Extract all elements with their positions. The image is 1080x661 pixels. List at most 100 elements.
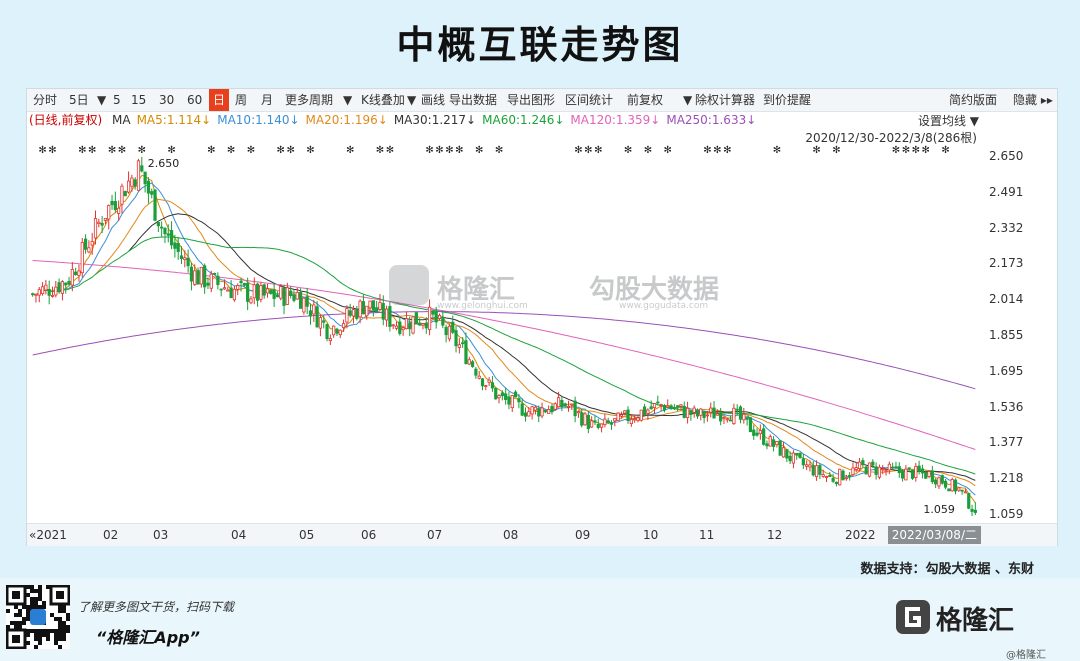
candle xyxy=(659,403,663,411)
signal-marker: ✻ xyxy=(455,145,463,156)
candle xyxy=(103,217,108,225)
signal-marker: ✻ xyxy=(108,145,116,156)
data-source-note: 数据支持：勾股大数据 、东财 xyxy=(860,562,1034,577)
candle xyxy=(289,286,293,299)
qr-code-icon[interactable] xyxy=(5,584,71,650)
ma-legend: (日线,前复权) MA MA5:1.114↓ MA10:1.140↓ MA20:1.1… xyxy=(29,111,762,129)
candle xyxy=(110,194,114,210)
toolbar-item-3[interactable]: 5 xyxy=(113,93,121,107)
candle xyxy=(765,440,769,450)
candle xyxy=(920,464,925,479)
candle xyxy=(629,414,633,427)
candle xyxy=(222,279,227,290)
toolbar-item-20[interactable]: 除权计算器 xyxy=(695,93,756,107)
toolbar-item-9[interactable]: 月 xyxy=(261,93,274,107)
set-ma-button[interactable]: 设置均线 ▼ xyxy=(917,114,979,128)
candle xyxy=(434,306,438,329)
x-tick-label: 02 xyxy=(103,528,119,542)
candle xyxy=(811,461,815,477)
candle xyxy=(504,387,508,405)
ma-legend-item-4: MA30:1.217↓ xyxy=(393,113,477,127)
candle xyxy=(907,467,911,473)
toolbar-item-2[interactable]: ▼ xyxy=(97,93,107,107)
toolbar-item-16[interactable]: 导出图形 xyxy=(507,93,556,107)
toolbar-item-6[interactable]: 60 xyxy=(187,93,203,107)
candle xyxy=(219,288,223,297)
candle xyxy=(570,403,574,411)
candle xyxy=(173,234,177,258)
signal-marker: ✻ xyxy=(425,145,433,156)
toolbar-item-14[interactable]: 画线 xyxy=(421,93,446,107)
candle xyxy=(500,390,504,401)
candle xyxy=(480,378,485,391)
candle xyxy=(490,376,495,392)
candle xyxy=(795,452,799,460)
x-tick-label: 11 xyxy=(699,528,715,542)
candle xyxy=(93,210,98,245)
candle xyxy=(517,393,521,409)
candle xyxy=(719,407,723,426)
candle xyxy=(318,315,323,337)
signal-marker: ✻ xyxy=(38,145,46,156)
candle xyxy=(666,399,670,408)
candle xyxy=(715,409,719,416)
candle xyxy=(669,404,673,410)
candle xyxy=(437,313,442,321)
y-tick-label: 2.650 xyxy=(989,149,1024,163)
brand-logo-handle: @格隆汇 xyxy=(1006,650,1046,661)
toolbar-item-5[interactable]: 30 xyxy=(159,93,175,107)
candle xyxy=(252,277,256,305)
toolbar-item-12[interactable]: K线叠加 xyxy=(361,93,405,107)
candle xyxy=(153,189,157,222)
candle xyxy=(179,246,184,265)
toolbar-item-0[interactable]: 分时 xyxy=(33,93,58,107)
signal-marker: ✻ xyxy=(88,145,96,156)
y-tick-label: 1.377 xyxy=(989,435,1024,450)
candlestick-chart[interactable]: ✻ ✻ ✻ ✻ ✻ ✻ ✻ ✻ ✻ ✻ ✻ ✻ ✻ ✻ ✻ ✻ ✻ ✻ ✻ ✻ ✻ ✻ ✻ ✻ ✻ ✻ ✻ ✻ ✻ ✻ ✻ ✻ ✻ ✻ ✻ ✻ ✻ ✻ ✻ ✻… xyxy=(27,129,1057,523)
signal-marker: ✻ xyxy=(812,145,820,156)
candle xyxy=(891,462,895,470)
toolbar-item-1[interactable]: 5日 xyxy=(69,93,89,107)
toolbar-item-7[interactable]: 日 xyxy=(209,89,230,111)
ma120-line xyxy=(32,260,976,450)
toolbar-item-19[interactable]: ▼ xyxy=(683,93,693,107)
candle xyxy=(758,424,762,440)
toolbar-item-18[interactable]: 前复权 xyxy=(627,93,664,107)
signal-marker: ✻ xyxy=(773,145,781,156)
candle xyxy=(841,469,845,481)
toolbar-item-13[interactable]: ▼ xyxy=(407,93,417,107)
signal-marker: ✻ xyxy=(118,145,126,156)
candle xyxy=(388,301,392,332)
page-title: 中概互联走势图 xyxy=(396,23,684,67)
candle xyxy=(636,415,640,423)
candle xyxy=(877,464,882,480)
candle xyxy=(556,391,561,408)
candle xyxy=(203,263,207,294)
toolbar-right-1[interactable]: 隐藏 ▸▸ xyxy=(1013,93,1053,107)
toolbar-item-4[interactable]: 15 xyxy=(131,93,147,107)
candle xyxy=(269,289,273,295)
candle xyxy=(305,287,309,315)
candle xyxy=(163,227,167,244)
candle xyxy=(533,405,538,415)
candle xyxy=(77,264,81,282)
signal-marker: ✻ xyxy=(247,145,255,156)
toolbar-item-8[interactable]: 周 xyxy=(235,93,248,107)
candle xyxy=(47,280,51,305)
brand-logo: 格隆汇 @格隆汇 xyxy=(896,600,1046,661)
toolbar-item-15[interactable]: 导出数据 xyxy=(449,93,498,107)
candle xyxy=(702,410,706,424)
toolbar-right-0[interactable]: 简约版面 xyxy=(949,93,998,107)
toolbar-item-17[interactable]: 区间统计 xyxy=(565,93,614,107)
chart-toolbar: 分时 5日 ▼ 5 15 30 60 日周月更多周期 ▼ K线叠加 ▼ 画线 导出数据 导出图形 区间统计前… xyxy=(27,89,1057,112)
candle xyxy=(580,408,584,428)
toolbar-item-10[interactable]: 更多周期 xyxy=(285,93,334,107)
candle xyxy=(107,204,111,230)
toolbar-item-21[interactable]: 到价提醒 xyxy=(763,93,812,107)
toolbar-item-11[interactable]: ▼ xyxy=(343,93,353,107)
candle xyxy=(226,286,230,292)
watermark-logo-icon xyxy=(389,265,429,305)
ma10-line xyxy=(62,182,976,496)
x-tick-label: 12 xyxy=(767,528,783,542)
candle xyxy=(150,188,154,199)
